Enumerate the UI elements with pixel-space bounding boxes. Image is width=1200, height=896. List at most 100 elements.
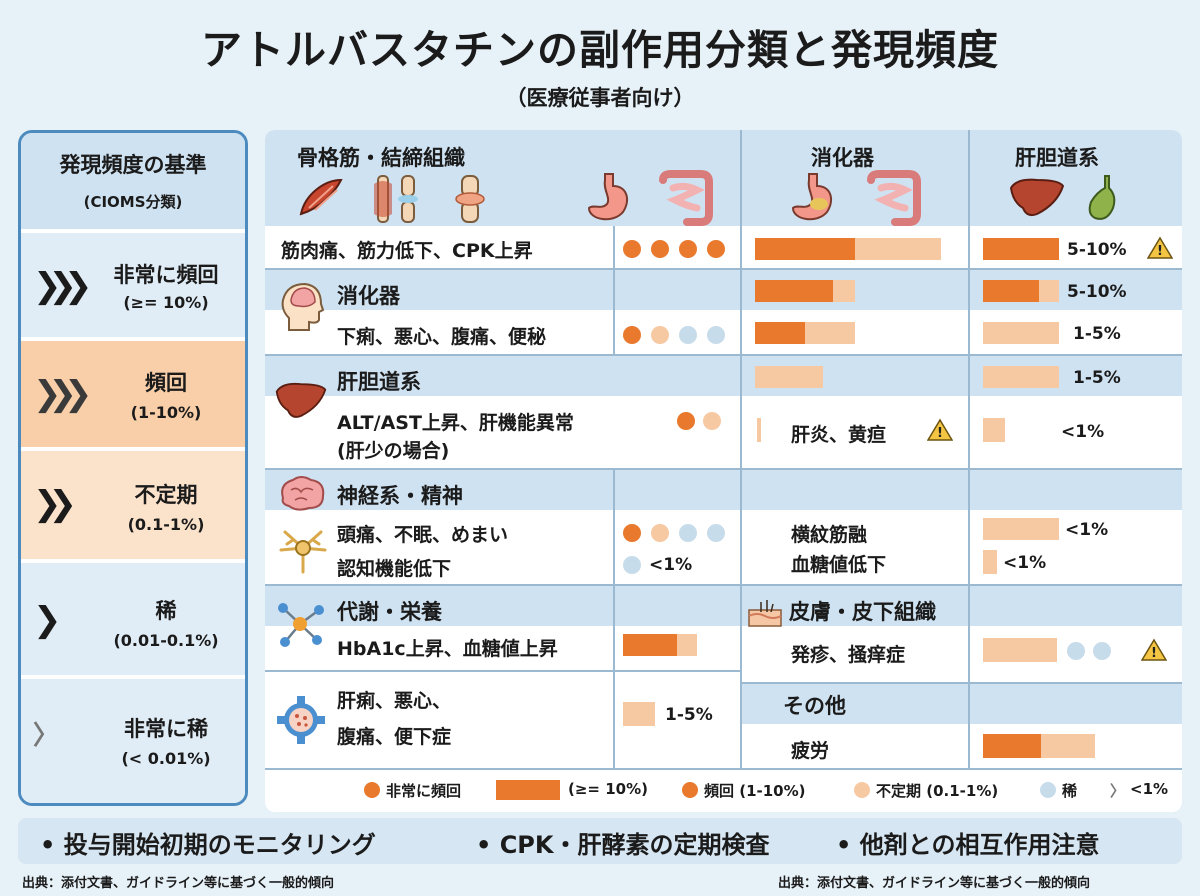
category-skin: 皮膚・皮下組織	[789, 600, 936, 624]
row-label-meta-items: HbA1c上昇、血糖値上昇	[337, 638, 558, 660]
row-label-myalgia: 筋肉痛、筋力低下、CPK上昇	[281, 240, 533, 262]
brain-icon	[281, 476, 325, 511]
row-divider	[265, 670, 741, 672]
band-meta-skin	[265, 586, 1182, 626]
muscle-icon	[299, 178, 343, 216]
row-label-hep-note: (肝少の場合)	[337, 440, 450, 462]
level-name: 非常に稀	[124, 717, 208, 741]
liver-icon	[1009, 178, 1065, 217]
page-title: アトルバスタチンの副作用分類と発現頻度	[201, 26, 999, 74]
percent-label: 1-5%	[665, 705, 713, 725]
chevron-right-icon: 〉	[1110, 782, 1126, 800]
level-rare: ❯ 稀 (0.01-0.1%)	[21, 563, 245, 675]
level-range: (1-10%)	[130, 403, 202, 422]
freq-dot	[707, 326, 725, 344]
legend-frequent: 頻回 (1-10%)	[704, 782, 806, 800]
molecule-icon	[278, 603, 324, 647]
criteria-header: 発現頻度の基準 (CIOMS分類)	[21, 133, 245, 229]
row-label-neuro-items: 頭痛、不眠、めまい	[337, 524, 509, 546]
freq-bar	[755, 238, 941, 260]
row-label-gi-items: 下痢、悪心、腹痛、便秘	[337, 326, 547, 348]
freq-dot	[679, 326, 697, 344]
legend-lt1: <1%	[1130, 780, 1169, 798]
level-frequent: ❯❯❯ 頻回 (1-10%)	[21, 341, 245, 447]
freq-bar	[983, 238, 1059, 260]
source-note-left: 出典：添付文書、ガイドライン等に基づく一般的傾向	[22, 876, 335, 891]
legend-very-frequent: 非常に頻回	[386, 782, 462, 800]
level-very-rare: 〉 非常に稀 (< 0.01%)	[21, 679, 245, 803]
warning-icon: !	[927, 418, 953, 441]
row-divider	[265, 468, 1182, 470]
knee-joint-icon	[455, 175, 485, 223]
level-range: (< 0.01%)	[121, 749, 211, 768]
freq-bar	[755, 366, 823, 388]
freq-bar	[623, 702, 655, 726]
freq-dot	[1067, 642, 1085, 660]
single-chevron-icon: ❯	[33, 600, 61, 640]
freq-dot	[623, 556, 641, 574]
source-note-right: 出典：添付文書、ガイドライン等に基づく一般的傾向	[778, 876, 1091, 891]
freq-dot	[651, 326, 669, 344]
triple-chevron-icon: ❯❯❯	[33, 374, 93, 414]
level-name: 非常に頻回	[113, 263, 219, 287]
band-neuro	[265, 470, 1182, 510]
row-label-hep-items: ALT/AST上昇、肝機能異常	[337, 412, 574, 434]
legend-dot-rare	[1040, 782, 1056, 798]
legend-bar	[496, 780, 560, 800]
freq-dot	[707, 240, 725, 258]
row-label-gi2-items: 肝痢、悪心、	[337, 690, 452, 712]
liver-icon	[275, 382, 327, 418]
percent-label: 1-5%	[1073, 324, 1121, 344]
row-divider	[265, 584, 1182, 586]
intestine-icon	[867, 170, 921, 226]
band-other	[741, 684, 1182, 724]
column-divider	[968, 130, 970, 770]
column-divider	[613, 586, 615, 770]
warning-icon: !	[1147, 236, 1173, 259]
percent-label: <1%	[1065, 520, 1109, 540]
double-chevron-icon: ❯❯	[33, 484, 77, 524]
svg-text:!: !	[1157, 244, 1163, 259]
freq-dot	[623, 326, 641, 344]
column-divider	[613, 226, 615, 270]
column-divider	[613, 470, 615, 586]
row-divider	[265, 268, 1182, 270]
percent-label: <1%	[649, 555, 693, 575]
row-label-fatigue: 疲労	[791, 740, 830, 762]
level-name: 不定期	[134, 483, 198, 507]
freq-bar	[983, 322, 1059, 344]
column-divider	[740, 130, 742, 770]
gallbladder-icon	[1088, 175, 1116, 220]
knee-joint-icon	[374, 175, 418, 223]
percent-label: 5-10%	[1067, 282, 1127, 302]
level-range: (0.1-1%)	[127, 515, 205, 534]
percent-label: <1%	[1003, 553, 1047, 573]
freq-dot	[623, 240, 641, 258]
category-meta: 代謝・栄養	[337, 600, 442, 624]
intestine-icon	[659, 170, 713, 226]
category-hep: 肝胆道系	[337, 370, 421, 394]
freq-bar	[983, 518, 1059, 540]
row-label-hepatitis: 肝炎、黄疸	[791, 424, 887, 446]
category-gi: 消化器	[337, 284, 400, 308]
freq-bar	[755, 280, 855, 302]
legend-rare: 稀	[1062, 782, 1078, 800]
category-other: その他	[783, 694, 846, 718]
level-range: (≥= 10%)	[123, 293, 209, 312]
skin-icon	[748, 600, 782, 627]
note-item: • 投与開始初期のモニタリング	[40, 831, 376, 859]
level-name: 稀	[155, 599, 177, 623]
monitoring-notes-banner: • 投与開始初期のモニタリング • CPK・肝酵素の定期検査 • 他剤との相互作…	[18, 818, 1182, 864]
thin-chevron-icon: 〉	[33, 721, 59, 751]
row-divider	[265, 768, 1182, 770]
freq-dot	[651, 524, 669, 542]
criteria-heading: 発現頻度の基準	[59, 153, 207, 177]
level-uncommon: ❯❯ 不定期 (0.1-1%)	[21, 451, 245, 559]
percent-label: 5-10%	[1067, 240, 1127, 260]
freq-bar	[623, 634, 697, 656]
freq-dot	[677, 412, 695, 430]
legend-bar-range: (≥= 10%)	[568, 780, 648, 798]
freq-bar	[983, 418, 1005, 442]
level-range: (0.01-0.1%)	[113, 631, 219, 650]
level-very-frequent: ❯❯❯ 非常に頻回 (≥= 10%)	[21, 233, 245, 337]
